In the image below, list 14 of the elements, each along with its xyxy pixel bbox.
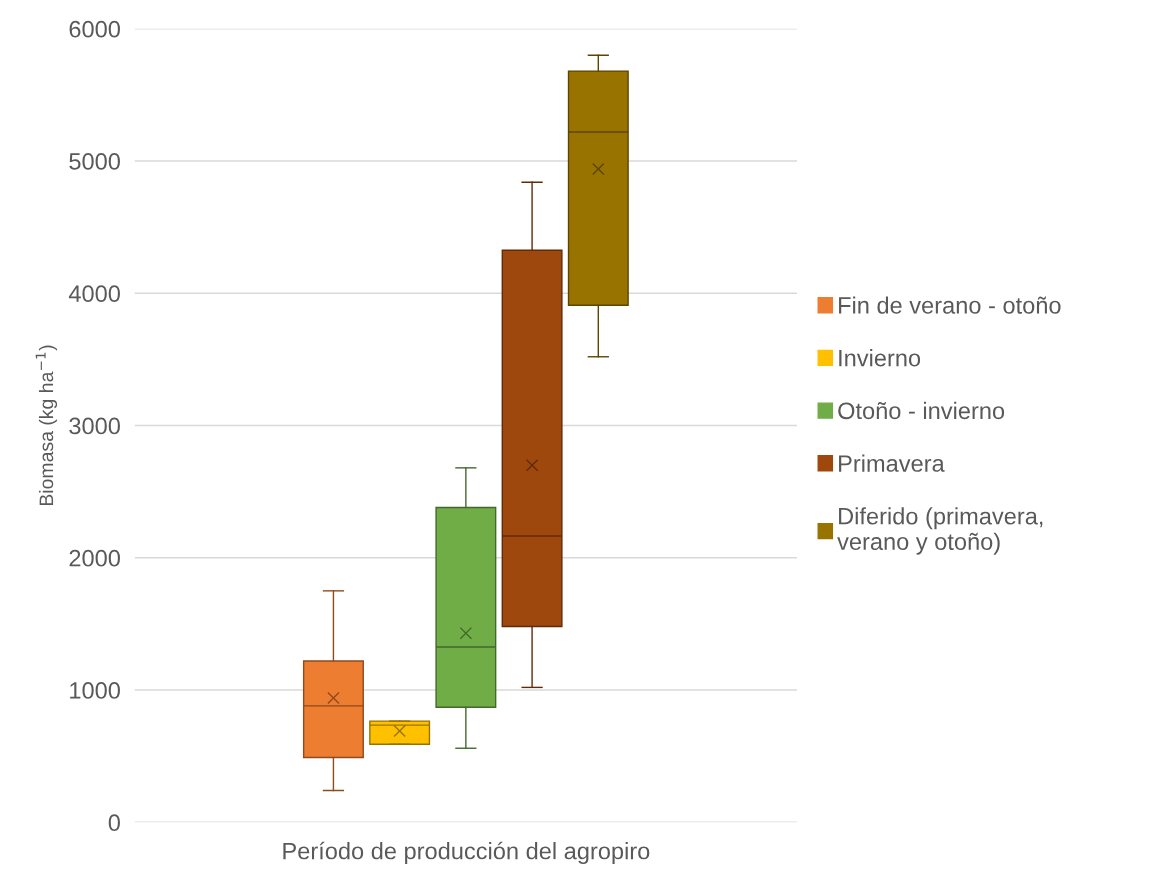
x-axis-title: Período de producción del agropiro	[283, 841, 650, 865]
y-tick-label: 6000	[69, 20, 120, 38]
y-tick-label: 5000	[69, 153, 120, 170]
legend-label: Fin de verano - otoño	[839, 296, 1061, 314]
legend-label: Diferido (primavera, verano y otoño)	[837, 507, 1043, 555]
legend-label: Invierno	[839, 349, 921, 367]
y-tick-label: 3000	[69, 417, 120, 435]
y-tick-label: 4000	[68, 285, 120, 303]
legend-label: Primavera	[839, 454, 945, 472]
y-tick-label: 1000	[70, 682, 120, 699]
y-axis-title: Biomasa (kg ha$^{−1}$)	[35, 345, 58, 506]
legend-label: Otoño - invierno	[838, 401, 1005, 420]
y-tick-label: 0	[108, 814, 120, 832]
y-tick-label: 2000	[69, 549, 120, 567]
